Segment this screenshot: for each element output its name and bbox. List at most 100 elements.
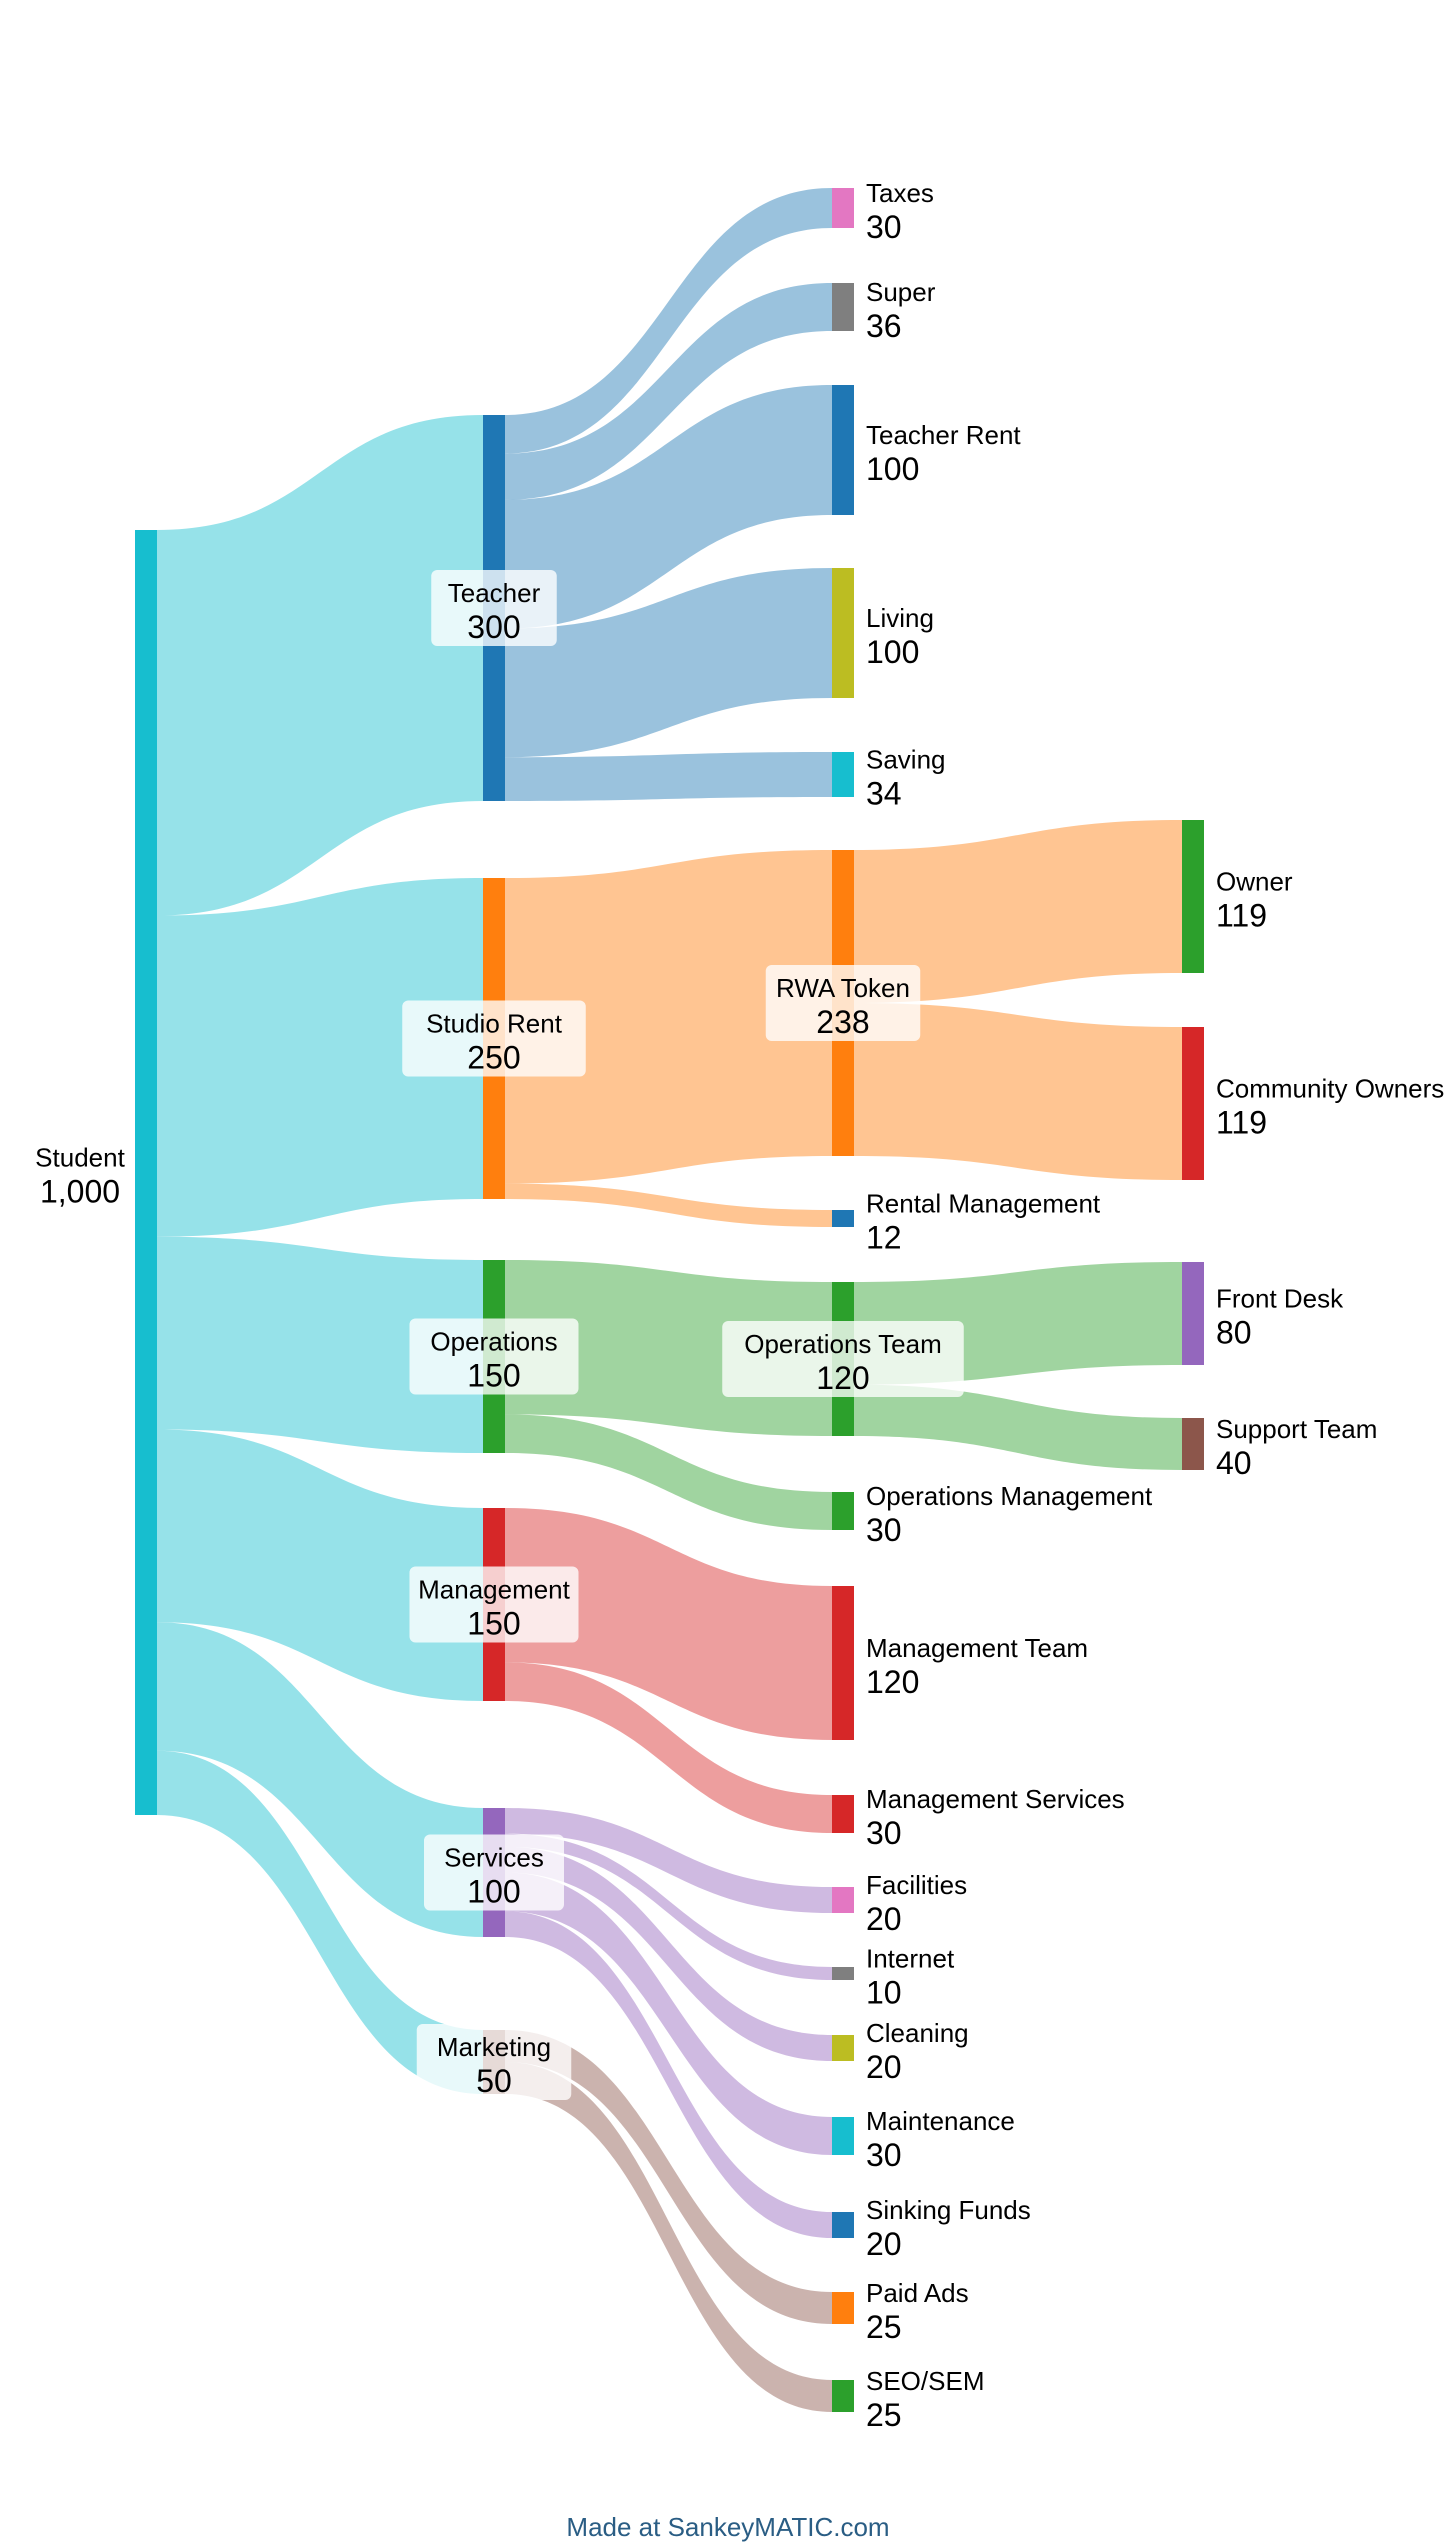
- node-name-services: Services: [444, 1843, 544, 1873]
- flow-student-to-marketing: [157, 1750, 483, 2094]
- node-rental_management: [832, 1210, 854, 1227]
- node-name-owner: Owner: [1216, 867, 1293, 897]
- footer-credit-link[interactable]: Made at SankeyMATIC.com: [566, 2512, 890, 2542]
- node-name-rental_management: Rental Management: [866, 1189, 1101, 1219]
- node-community_owners: [1182, 1027, 1204, 1180]
- node-name-facilities: Facilities: [866, 1870, 967, 1900]
- node-value-paid_ads: 25: [866, 2309, 902, 2345]
- label-box-management: [409, 1566, 579, 1643]
- node-name-studio_rent: Studio Rent: [426, 1009, 563, 1039]
- node-value-front_desk: 80: [1216, 1315, 1252, 1351]
- node-value-community_owners: 119: [1216, 1105, 1267, 1141]
- node-paid_ads: [832, 2292, 854, 2324]
- label-box-operations: [409, 1318, 579, 1395]
- node-value-living: 100: [866, 634, 919, 670]
- node-super: [832, 283, 854, 331]
- node-value-support_team: 40: [1216, 1445, 1252, 1481]
- node-name-teacher_rent: Teacher Rent: [866, 420, 1021, 450]
- node-name-community_owners: Community Owners: [1216, 1074, 1444, 1104]
- flow-services-to-cleaning: [505, 1846, 832, 2061]
- node-value-rwa_token: 238: [816, 1004, 869, 1040]
- node-name-maintenance: Maintenance: [866, 2106, 1015, 2136]
- node-value-maintenance: 30: [866, 2137, 902, 2173]
- node-name-super: Super: [866, 277, 936, 307]
- node-value-student: 1,000: [40, 1174, 120, 1210]
- flow-marketing-to-seo_sem: [505, 2062, 832, 2412]
- label-box-rwa_token: [765, 965, 921, 1041]
- node-value-management_team: 120: [866, 1664, 919, 1700]
- label-box-teacher: [431, 570, 557, 646]
- label-box-studio_rent: [402, 1000, 586, 1077]
- flow-student-to-services: [157, 1622, 483, 1937]
- flow-management-to-management_services: [505, 1662, 832, 1833]
- node-value-marketing: 50: [476, 2063, 512, 2099]
- label-box-operations_team: [722, 1321, 964, 1397]
- node-sinking_funds: [832, 2212, 854, 2238]
- node-value-rental_management: 12: [866, 1220, 902, 1256]
- node-name-saving: Saving: [866, 745, 946, 775]
- node-value-operations: 150: [467, 1358, 520, 1394]
- node-value-services: 100: [467, 1874, 520, 1910]
- flow-operations_team-to-support_team: [854, 1384, 1182, 1470]
- node-value-teacher: 300: [467, 609, 520, 645]
- flow-rwa_token-to-owner: [854, 820, 1182, 1003]
- node-maintenance: [832, 2117, 854, 2155]
- flow-student-to-teacher: [157, 415, 483, 916]
- node-cleaning: [832, 2035, 854, 2061]
- flow-studio_rent-to-rwa_token: [505, 850, 832, 1184]
- node-value-sinking_funds: 20: [866, 2226, 902, 2262]
- node-name-management_team: Management Team: [866, 1633, 1088, 1663]
- node-name-front_desk: Front Desk: [1216, 1284, 1344, 1314]
- node-value-facilities: 20: [866, 1901, 902, 1937]
- label-box-services: [424, 1834, 564, 1911]
- node-seo_sem: [832, 2380, 854, 2412]
- node-living: [832, 568, 854, 698]
- node-saving: [832, 752, 854, 797]
- node-student: [135, 530, 157, 1815]
- node-name-paid_ads: Paid Ads: [866, 2278, 969, 2308]
- node-name-rwa_token: RWA Token: [776, 973, 910, 1003]
- node-value-taxes: 30: [866, 209, 902, 245]
- node-value-operations_team: 120: [816, 1360, 869, 1396]
- flow-student-to-studio_rent: [157, 878, 483, 1237]
- node-name-management_services: Management Services: [866, 1784, 1125, 1814]
- node-name-teacher: Teacher: [448, 578, 541, 608]
- node-name-support_team: Support Team: [1216, 1414, 1377, 1444]
- sankey-links: [157, 188, 1182, 2412]
- node-name-cleaning: Cleaning: [866, 2018, 969, 2048]
- node-name-operations_team: Operations Team: [744, 1329, 942, 1359]
- flow-teacher-to-teacher_rent: [505, 385, 832, 629]
- flow-teacher-to-saving: [505, 752, 832, 801]
- flow-studio_rent-to-rental_management: [505, 1183, 832, 1227]
- flow-teacher-to-living: [505, 568, 832, 758]
- node-name-seo_sem: SEO/SEM: [866, 2366, 984, 2396]
- node-name-student: Student: [35, 1143, 125, 1173]
- flow-teacher-to-super: [505, 283, 832, 500]
- node-name-operations: Operations: [430, 1327, 557, 1357]
- node-facilities: [832, 1887, 854, 1913]
- node-taxes: [832, 188, 854, 228]
- flow-operations-to-operations_management: [505, 1414, 832, 1530]
- node-support_team: [1182, 1418, 1204, 1470]
- node-value-cleaning: 20: [866, 2049, 902, 2085]
